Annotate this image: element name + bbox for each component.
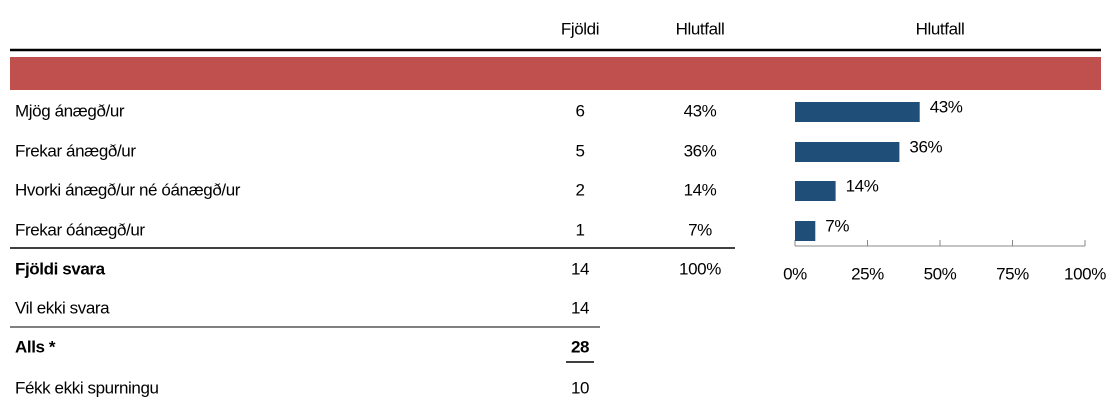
x-tick-label: 100% <box>1064 264 1106 283</box>
bar <box>795 142 900 162</box>
band <box>10 57 1101 90</box>
row-label: Fékk ekki spurningu <box>15 378 159 397</box>
row-label: Alls * <box>15 337 56 356</box>
header-share: Hlutfall <box>676 19 725 38</box>
row-count: 28 <box>571 337 589 356</box>
row-label: Frekar ánægð/ur <box>15 141 136 160</box>
x-tick-label: 25% <box>851 264 884 283</box>
data-label: 36% <box>909 137 942 156</box>
row-share: 14% <box>684 180 717 199</box>
row-count: 2 <box>575 180 584 199</box>
bar <box>795 181 836 201</box>
row-label: Fjöldi svara <box>15 259 106 278</box>
row-share: 7% <box>688 220 712 239</box>
bar <box>795 102 920 122</box>
row-share: 100% <box>679 259 721 278</box>
row-share: 43% <box>684 101 717 120</box>
data-label: 7% <box>825 216 849 235</box>
row-count: 14 <box>571 259 589 278</box>
x-tick-label: 50% <box>924 264 957 283</box>
header-count: Fjöldi <box>561 19 599 38</box>
row-count: 10 <box>571 378 589 397</box>
chart-title: Hlutfall <box>916 19 965 38</box>
row-label: Mjög ánægð/ur <box>15 101 125 120</box>
row-label: Hvorki ánægð/ur né óánægð/ur <box>15 180 241 199</box>
row-count: 6 <box>575 101 584 120</box>
data-label: 14% <box>846 176 879 195</box>
x-tick-label: 0% <box>783 264 807 283</box>
row-count: 1 <box>575 220 584 239</box>
data-label: 43% <box>930 97 963 116</box>
row-count: 5 <box>575 141 584 160</box>
row-label: Vil ekki svara <box>15 298 110 317</box>
rows: Mjög ánægð/ur 6 43% Frekar ánægð/ur 5 36… <box>10 101 735 397</box>
x-tick-label: 75% <box>996 264 1029 283</box>
row-share: 36% <box>684 141 717 160</box>
row-label: Frekar óánægð/ur <box>15 220 145 239</box>
bar <box>795 221 816 241</box>
row-count: 14 <box>571 298 589 317</box>
